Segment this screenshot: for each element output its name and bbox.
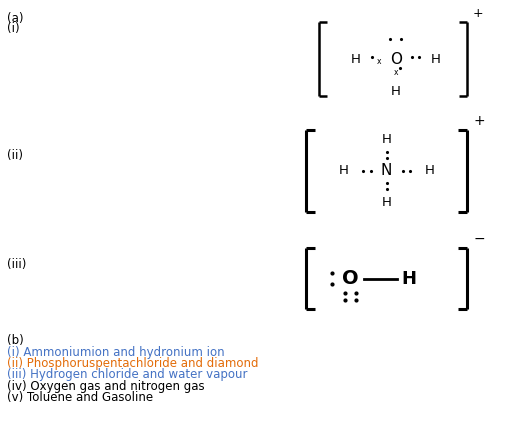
Text: (a): (a) xyxy=(7,12,23,25)
Text: (i) Ammoniumion and hydronium ion: (i) Ammoniumion and hydronium ion xyxy=(7,346,225,359)
Text: H: H xyxy=(382,133,392,145)
Text: H: H xyxy=(338,164,348,177)
Text: x: x xyxy=(393,69,398,78)
Text: H: H xyxy=(382,196,392,209)
Text: (ii) Phosphoruspentachloride and diamond: (ii) Phosphoruspentachloride and diamond xyxy=(7,357,258,370)
Text: (iii): (iii) xyxy=(7,258,26,271)
Text: (iv) Oxygen gas and nitrogen gas: (iv) Oxygen gas and nitrogen gas xyxy=(7,379,204,393)
Text: H: H xyxy=(351,53,361,66)
Text: x: x xyxy=(377,57,381,66)
Text: −: − xyxy=(473,232,485,245)
Text: +: + xyxy=(472,7,483,20)
Text: +: + xyxy=(473,114,485,128)
Text: (v) Toluene and Gasoline: (v) Toluene and Gasoline xyxy=(7,391,153,404)
Text: H: H xyxy=(390,85,401,98)
Text: O: O xyxy=(343,269,359,288)
Text: (b): (b) xyxy=(7,334,23,347)
Text: (ii): (ii) xyxy=(7,149,23,162)
Text: H: H xyxy=(401,270,417,287)
Text: H: H xyxy=(425,164,435,177)
Text: O: O xyxy=(389,52,402,67)
Text: N: N xyxy=(381,163,393,178)
Text: H: H xyxy=(430,53,440,66)
Text: (i): (i) xyxy=(7,22,19,36)
Text: (iii) Hydrogen chloride and water vapour: (iii) Hydrogen chloride and water vapour xyxy=(7,368,247,381)
